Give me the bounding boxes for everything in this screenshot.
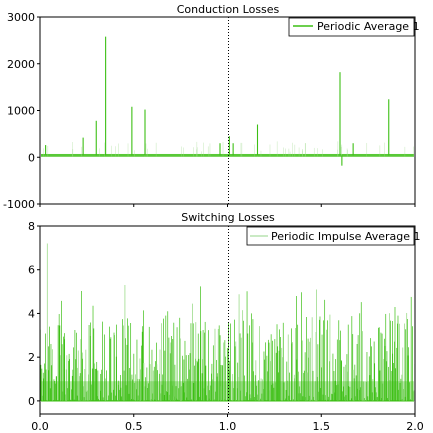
conduction-legend: Periodic Average 1 (288, 17, 420, 37)
switching-legend-box (246, 226, 415, 246)
y-tick-label: 0 (28, 395, 35, 408)
conduction-trace-group (41, 36, 414, 166)
switching-x-axis: 0.0 0.5 1.0 1.5 2.0 (31, 414, 424, 433)
y-tick-label: -1000 (3, 198, 35, 211)
conduction-plot-frame (39, 16, 416, 205)
switching-title: Switching Losses (181, 211, 275, 224)
x-tick-label: 1.0 (219, 420, 237, 433)
y-tick-label: 0 (28, 151, 35, 164)
impulse-base-fill (41, 381, 414, 401)
conduction-title: Conduction Losses (177, 3, 280, 16)
switching-panel: Switching Losses 0 2 4 6 8 0.0 0.5 1.0 1.5 2.0 P… (28, 211, 424, 433)
x-tick-label: 2.0 (406, 420, 424, 433)
y-tick-label: 3000 (7, 11, 35, 24)
y-tick-label: 8 (28, 220, 35, 233)
x-tick-label: 0.5 (125, 420, 143, 433)
conduction-legend-label: Periodic Average 1 (317, 20, 420, 33)
x-tick-label: 1.5 (313, 420, 331, 433)
conduction-y-axis: -1000 0 1000 2000 3000 (3, 11, 40, 211)
y-tick-label: 6 (28, 264, 35, 277)
conduction-x-axis (39, 204, 416, 207)
switching-legend-label: Periodic Impulse Average 1 (271, 230, 421, 243)
switching-legend: Periodic Impulse Average 1 (246, 226, 421, 246)
x-tick-label: 0.0 (31, 420, 49, 433)
y-tick-label: 2000 (7, 58, 35, 71)
baseline-noise-band (41, 153, 414, 157)
conduction-legend-box (288, 17, 415, 37)
y-tick-label: 4 (28, 307, 35, 320)
y-tick-label: 2 (28, 351, 35, 364)
switching-trace-group (39, 243, 416, 402)
conduction-panel: Conduction Losses -1000 0 1000 2000 3000 Per… (3, 3, 420, 211)
y-tick-label: 1000 (7, 105, 35, 118)
switching-y-axis: 0 2 4 6 8 (28, 220, 40, 408)
